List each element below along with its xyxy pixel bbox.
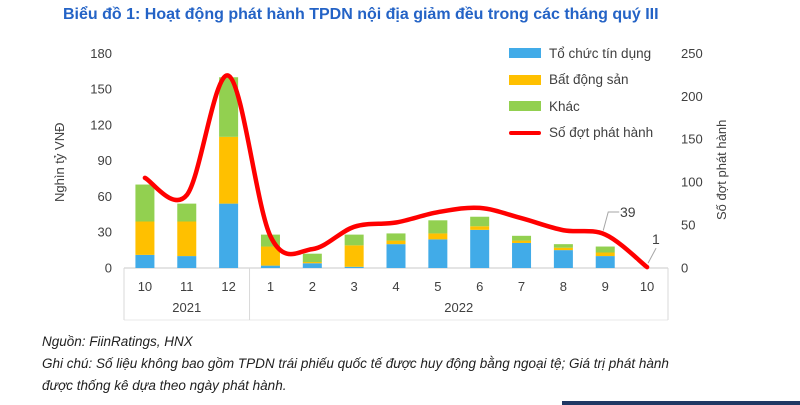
leader-line-1 (647, 247, 657, 264)
month-label: 1 (267, 279, 274, 294)
note-text-line1: Ghi chú: Số liệu không bao gồm TPDN trái… (42, 356, 669, 371)
bar-segment-1-month-7 (428, 233, 448, 240)
bar-segment-2-month-10 (553, 244, 573, 248)
leader-line-39 (602, 211, 620, 231)
issuance-count-line (142, 73, 650, 270)
month-label: 8 (560, 279, 567, 294)
left-axis-tick: 60 (98, 189, 112, 204)
month-label: 10 (138, 279, 152, 294)
month-label: 12 (221, 279, 235, 294)
bar-segment-0-month-5 (344, 266, 364, 268)
right-axis-tick: 100 (681, 175, 703, 190)
right-axis-tick: 50 (681, 218, 695, 233)
bar-segment-0-month-11 (595, 256, 615, 268)
bar-segment-0-month-2 (219, 203, 239, 268)
legend-item-realestate: Bất động sản (509, 67, 653, 94)
realestate-swatch-icon (509, 74, 541, 85)
bar-segment-0-month-7 (428, 239, 448, 268)
other-swatch-icon (509, 101, 541, 112)
bar-segment-2-month-11 (595, 246, 615, 253)
legend-item-credit: Tổ chức tín dụng (509, 40, 653, 67)
bar-segment-0-month-1 (177, 256, 197, 268)
bar-segment-2-month-5 (344, 234, 364, 246)
right-axis-tick: 150 (681, 132, 703, 147)
year-label: 2021 (172, 300, 201, 315)
bar-segment-2-month-0 (135, 184, 155, 222)
bar-segment-1-month-10 (553, 247, 573, 251)
legend-label: Bất động sản (549, 72, 629, 88)
left-axis-title: Nghìn tỷ VNĐ (52, 122, 67, 203)
bar-segment-1-month-11 (595, 252, 615, 257)
bar-segment-1-month-3 (260, 246, 280, 266)
bar-segment-1-month-9 (512, 240, 532, 243)
left-axis-tick: 180 (90, 46, 112, 61)
bar-segment-0-month-3 (260, 265, 280, 268)
footer-accent-bar (562, 401, 800, 405)
left-axis-tick: 150 (90, 82, 112, 97)
source-text: Nguồn: FiinRatings, HNX (42, 334, 193, 349)
bar-segment-2-month-4 (302, 253, 322, 263)
month-label: 3 (351, 279, 358, 294)
bar-segment-2-month-2 (219, 77, 239, 137)
bar-segment-2-month-7 (428, 220, 448, 234)
bar-segment-1-month-0 (135, 221, 155, 255)
bar-segment-1-month-8 (470, 226, 490, 230)
month-label: 10 (640, 279, 654, 294)
bar-segment-1-month-6 (386, 240, 406, 245)
bar-segment-1-month-1 (177, 221, 197, 257)
bar-segment-0-month-8 (470, 229, 490, 268)
month-label: 6 (476, 279, 483, 294)
bar-segment-0-month-4 (302, 263, 322, 268)
legend-item-line: Số đợt phát hành (509, 120, 653, 147)
bar-segment-0-month-6 (386, 244, 406, 268)
bar-segment-0-month-10 (553, 250, 573, 268)
bar-segment-1-month-5 (344, 245, 364, 267)
left-axis-tick: 30 (98, 225, 112, 240)
bar-segment-0-month-9 (512, 242, 532, 268)
right-axis-tick: 250 (681, 46, 703, 61)
right-axis-title: Số đợt phát hành (714, 119, 729, 221)
year-label: 2022 (444, 300, 473, 315)
bar-segment-1-month-4 (302, 262, 322, 264)
note-text-line2: được thống kê dựa theo ngày phát hành. (42, 378, 287, 393)
bar-segment-2-month-1 (177, 203, 197, 222)
right-axis-tick: 0 (681, 261, 688, 276)
bar-segment-2-month-9 (512, 235, 532, 241)
legend-label: Khác (549, 98, 580, 114)
bar-segment-1-month-2 (219, 136, 239, 204)
left-axis-tick: 0 (105, 261, 112, 276)
month-label: 7 (518, 279, 525, 294)
right-axis-tick: 200 (681, 89, 703, 104)
month-label: 2 (309, 279, 316, 294)
line-swatch-icon (509, 130, 541, 135)
bar-segment-0-month-0 (135, 254, 155, 268)
left-axis-tick: 120 (90, 117, 112, 132)
chart-title: Biểu đồ 1: Hoạt động phát hành TPDN nội … (63, 6, 659, 23)
bar-segment-2-month-6 (386, 233, 406, 241)
data-label-1: 1 (652, 231, 660, 247)
legend-label: Tổ chức tín dụng (549, 45, 652, 61)
legend-item-other: Khác (509, 93, 653, 120)
month-label: 5 (434, 279, 441, 294)
legend-label: Số đợt phát hành (549, 125, 654, 141)
bar-segment-2-month-8 (470, 216, 490, 227)
month-label: 9 (602, 279, 609, 294)
data-label-39: 39 (620, 204, 636, 220)
credit-swatch-icon (509, 48, 541, 59)
month-label: 4 (392, 279, 399, 294)
legend: Tổ chức tín dụng Bất động sản Khác Số đợ… (509, 40, 653, 146)
month-label: 11 (180, 279, 194, 294)
left-axis-tick: 90 (98, 153, 112, 168)
